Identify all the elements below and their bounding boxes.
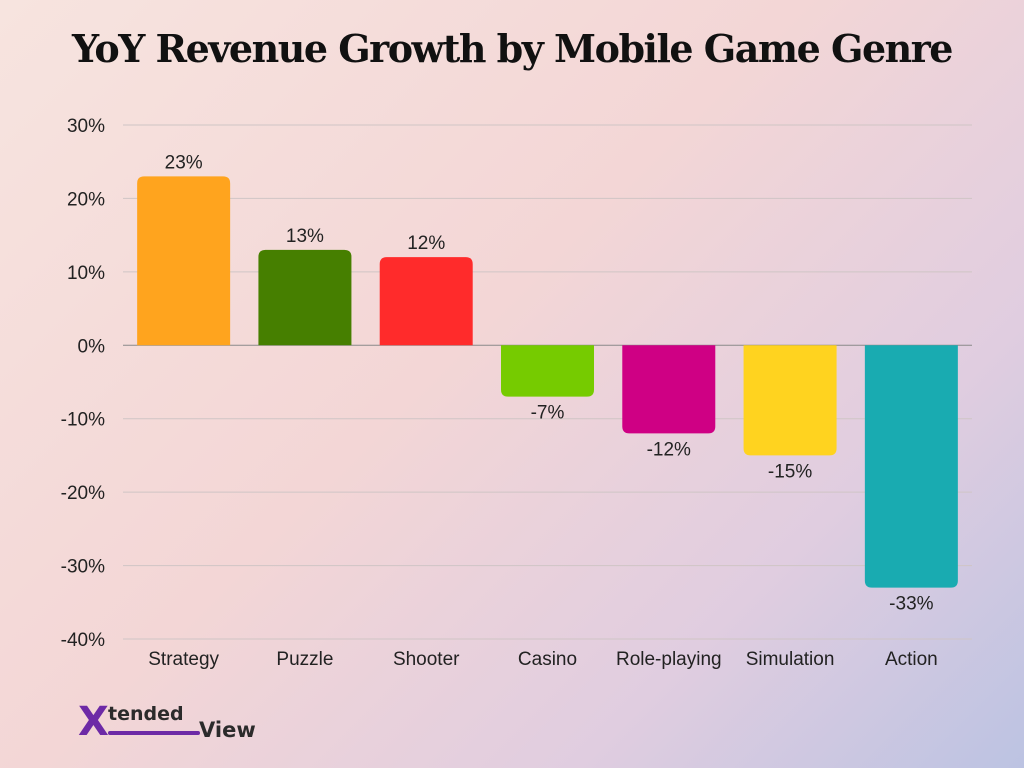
logo-view-text: View — [199, 718, 256, 742]
x-tick-label: Shooter — [393, 649, 460, 670]
bars — [137, 176, 958, 588]
data-label: -15% — [768, 461, 812, 482]
data-label: 13% — [286, 226, 324, 247]
chart-title: YoY Revenue Growth by Mobile Game Genre — [72, 26, 953, 71]
data-label: 23% — [165, 152, 203, 173]
xtendedview-logo: X tended View — [78, 699, 268, 745]
data-label: -33% — [889, 594, 933, 615]
logo-x-mark: X — [78, 699, 109, 745]
bar-role-playing — [622, 345, 716, 434]
x-tick-label: Simulation — [746, 649, 835, 670]
y-tick-label: 30% — [67, 116, 105, 137]
data-label: 12% — [407, 233, 445, 254]
logo-underline — [108, 731, 200, 735]
y-tick-label: 10% — [67, 263, 105, 284]
x-tick-label: Puzzle — [276, 649, 333, 670]
y-tick-label: -20% — [61, 483, 105, 504]
y-tick-label: -40% — [61, 630, 105, 651]
data-label: -7% — [531, 403, 565, 424]
bar-puzzle — [258, 249, 352, 346]
bar-shooter — [379, 257, 473, 346]
x-tick-label: Strategy — [148, 649, 219, 670]
logo-tended-text: tended — [108, 703, 184, 725]
x-tick-label: Role-playing — [616, 649, 722, 670]
bar-simulation — [743, 345, 837, 456]
y-axis: 30% 20% 10% 0% -10% -20% -30% -40% — [61, 116, 105, 651]
y-tick-label: -30% — [61, 557, 105, 578]
data-labels: 23% 13% 12% -7% -12% -15% -33% — [165, 152, 934, 614]
bar-casino — [501, 345, 594, 397]
data-label: -12% — [647, 439, 691, 460]
bar-strategy — [137, 176, 231, 346]
y-tick-label: -10% — [61, 410, 105, 431]
bar-action — [864, 345, 958, 588]
y-tick-label: 0% — [78, 336, 106, 357]
x-axis: Strategy Puzzle Shooter Casino Role-playing S… — [148, 649, 938, 670]
x-tick-label: Action — [885, 649, 938, 670]
y-tick-label: 20% — [67, 189, 105, 210]
x-tick-label: Casino — [518, 649, 577, 670]
bar-chart: 30% 20% 10% 0% -10% -20% -30% -40% 23% 13% 12% -7%… — [61, 116, 972, 670]
